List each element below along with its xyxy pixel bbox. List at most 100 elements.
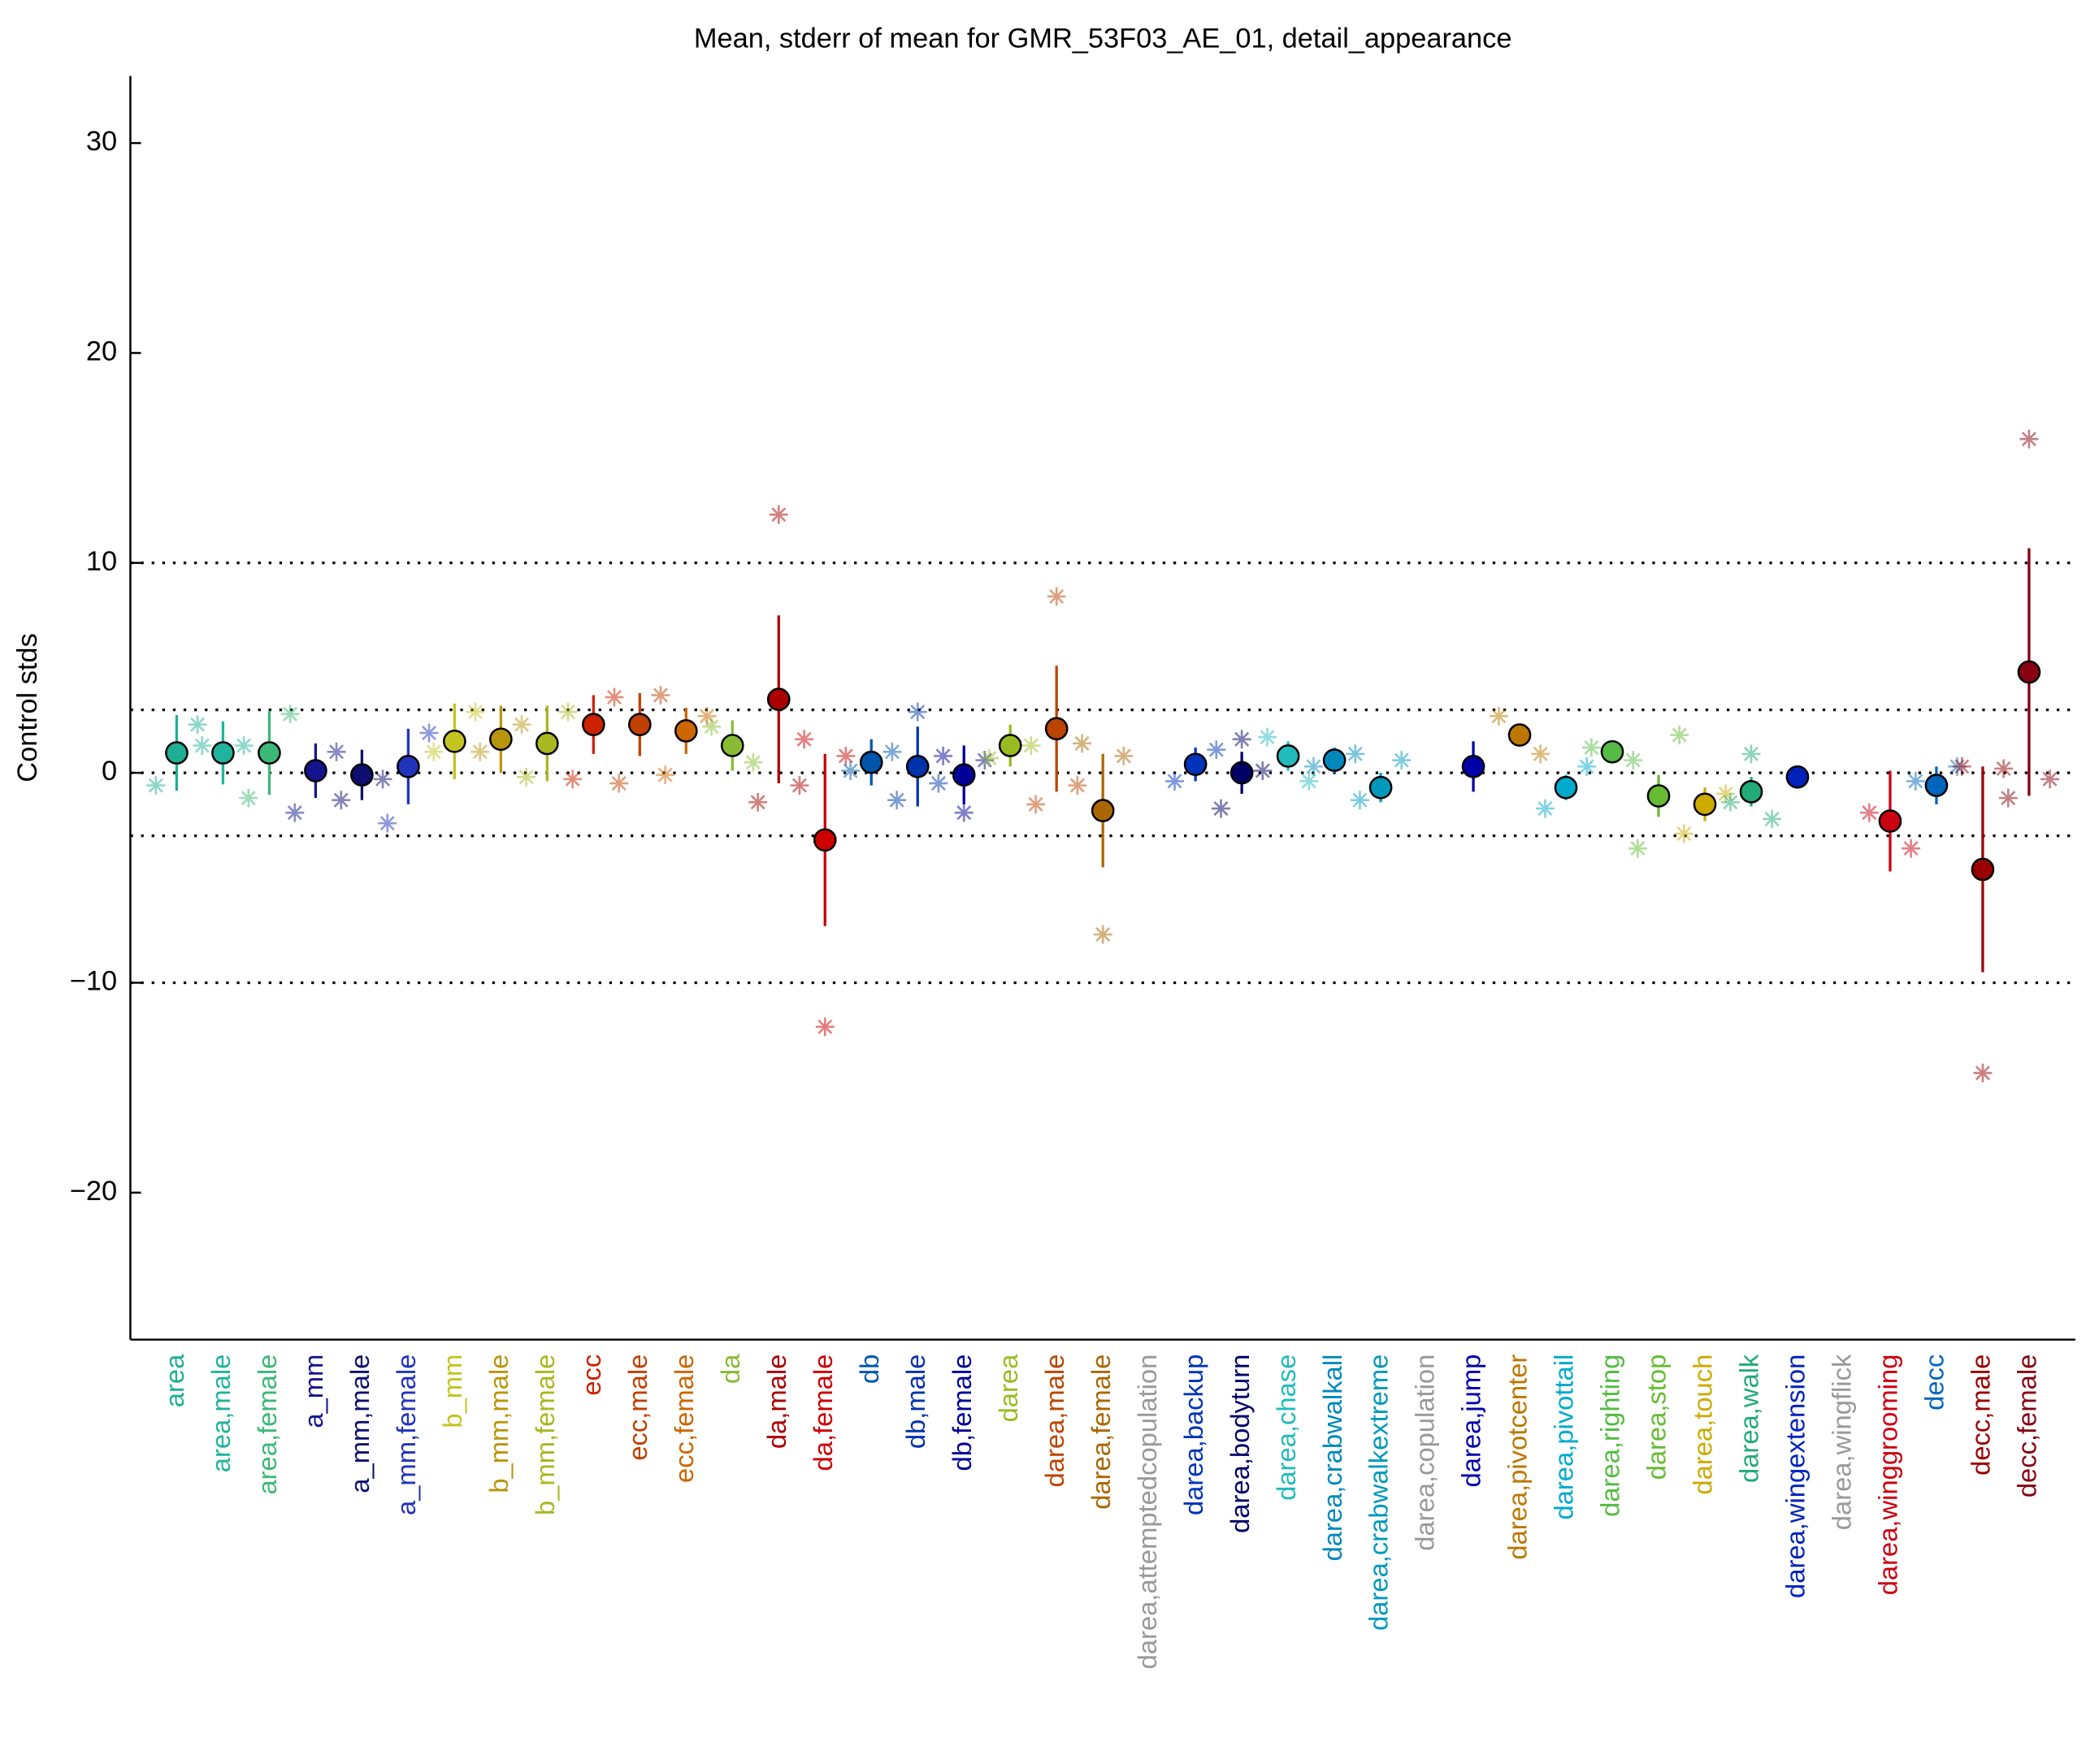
x-tick-label: b_mm,male [484,1354,514,1493]
mean-marker [1368,775,1393,800]
replicate-point [373,769,392,789]
x-tick-label: decc,female [2012,1354,2042,1497]
mean-marker [1044,717,1069,741]
replicate-point [790,776,809,795]
mean-marker [998,734,1022,757]
x-tick-label: da,female [808,1354,838,1471]
x-tick-label: darea,winggrooming [1873,1354,1903,1596]
x-tick-label: db [854,1354,884,1384]
x-tick-label: db,female [947,1354,977,1471]
x-tick-label: darea,attemptedcopulation [1132,1354,1162,1670]
x-tick-label: darea,jump [1456,1354,1486,1488]
mean-marker [1785,765,1810,789]
replicate-point [1258,727,1277,747]
replicate-point [883,742,902,761]
replicate-point [609,774,629,793]
x-tick-label: area,male [206,1354,236,1473]
mean-marker [1878,809,1902,833]
x-tick-label: da,male [761,1354,791,1449]
replicate-point [1581,738,1601,757]
mean-marker [535,731,559,756]
replicate-point [239,788,258,808]
x-tick-label: a_mm [298,1354,328,1428]
replicate-point [1902,839,1921,858]
x-tick-label: b_mm,female [530,1354,560,1515]
replicate-point [815,1017,835,1037]
mean-marker [1971,857,1995,882]
x-tick-label: a_mm,male [345,1354,375,1493]
replicate-point [795,730,814,749]
replicate-point [651,686,670,704]
mean-marker [211,741,235,765]
x-tick-label: ecc,female [669,1354,699,1483]
mean-marker [1091,799,1115,822]
x-tick-label: area,female [252,1354,282,1495]
replicate-point [1741,744,1761,764]
mean-marker [1322,748,1347,772]
replicate-point [1232,730,1251,749]
mean-marker [581,713,605,737]
x-tick-label: darea,crabwalkextreme [1364,1354,1394,1631]
mean-marker [304,759,327,782]
replicate-point [1207,740,1226,760]
mean-marker [1229,761,1254,785]
replicate-point [887,791,907,810]
replicate-point [1165,772,1184,791]
x-tick-label: darea,backup [1178,1354,1208,1515]
x-tick-label: ecc [576,1354,606,1396]
x-tick-label: darea,pivottail [1549,1354,1579,1520]
chart-title: Mean, stderr of mean for GMR_53F03_AE_01… [694,23,1512,54]
x-tick-label: darea,wingflick [1827,1354,1857,1530]
replicate-point [769,505,788,524]
replicate-point [146,776,166,795]
replicate-point [1021,736,1041,755]
replicate-point [744,752,763,772]
replicate-point [1716,784,1736,804]
mean-marker [1693,792,1717,817]
x-tick-label: area [159,1354,189,1407]
mean-marker [1646,784,1671,808]
mean-marker [2017,660,2041,684]
replicate-point [1624,751,1643,770]
replicate-point [975,751,995,770]
replicate-point [327,742,346,761]
replicate-point [1674,824,1694,843]
x-tick-label: decc [1919,1354,1949,1411]
replicate-point [1720,792,1740,812]
replicate-point [424,742,444,761]
replicate-point [836,746,856,765]
replicate-point [512,715,531,735]
replicate-point [419,723,439,743]
y-tick-label: 30 [86,126,117,157]
mean-marker [859,750,883,774]
replicate-point [980,748,1000,768]
replicate-point [1073,734,1091,753]
mean-marker [1739,780,1763,804]
replicate-point [1535,799,1555,818]
replicate-point [748,792,768,812]
replicate-point [466,702,485,722]
mean-marker [813,828,837,852]
y-tick-label: −20 [70,1176,117,1207]
replicate-point [605,687,624,707]
replicate-point [1994,759,2014,778]
replicate-point [193,736,212,755]
replicate-point [1998,788,2018,808]
replicate-point [1212,799,1230,818]
replicate-point [563,769,583,789]
x-tick-label: darea,righting [1595,1354,1625,1517]
replicate-point [1350,791,1369,810]
mean-marker [443,730,466,753]
y-tick-label: 10 [86,546,117,577]
replicate-point [934,746,953,765]
mean-marker [952,763,976,787]
x-tick-label: darea,wingextension [1780,1354,1811,1598]
replicate-point [1952,756,1971,776]
x-tick-label: darea,pivotcenter [1503,1354,1533,1560]
replicate-point [188,715,207,735]
replicate-point [234,736,254,755]
replicate-point [697,706,717,726]
y-tick-label: 0 [102,756,117,787]
mean-marker [1507,723,1532,747]
